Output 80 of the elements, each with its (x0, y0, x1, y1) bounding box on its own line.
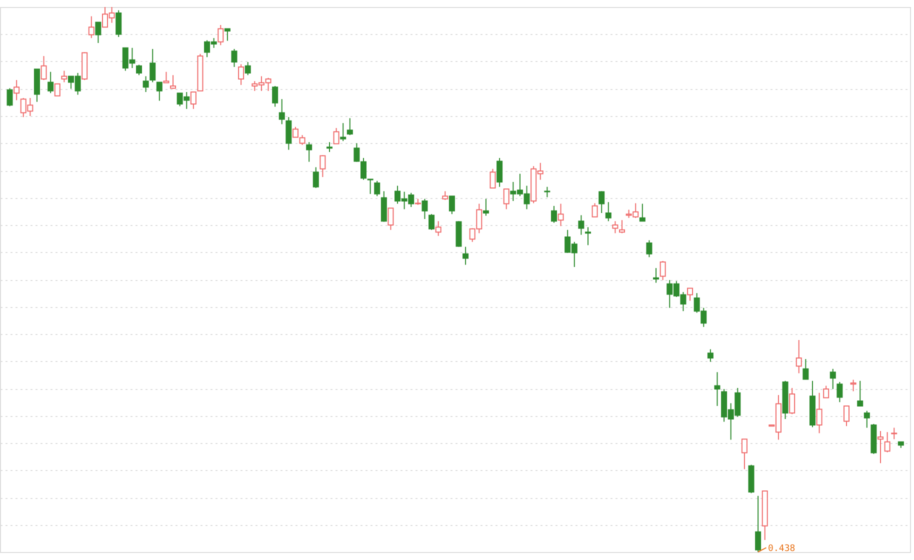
candlestick (6, 88, 13, 107)
candlestick (428, 214, 435, 230)
candlestick (48, 71, 54, 94)
candlestick (333, 127, 340, 144)
candlestick (150, 48, 156, 83)
candlestick (88, 16, 94, 39)
candlestick (843, 405, 850, 427)
candlestick (448, 196, 455, 215)
candlestick (660, 260, 666, 281)
candlestick (218, 24, 224, 46)
candlestick (244, 62, 251, 76)
candlestick (755, 495, 762, 552)
candlestick (422, 198, 428, 220)
candlestick (802, 358, 809, 380)
candlestick (320, 154, 326, 178)
candlestick (367, 178, 374, 194)
candlestick (231, 48, 238, 68)
candlestick (741, 438, 748, 470)
candlestick (306, 142, 312, 162)
candlestick (224, 28, 230, 42)
candlestick (592, 202, 598, 218)
candlestick (891, 427, 898, 440)
candlestick (136, 64, 142, 76)
candlestick (435, 220, 442, 236)
candlestick (503, 188, 510, 210)
candlestick (14, 80, 20, 101)
candlestick (836, 381, 843, 403)
candlestick (156, 82, 162, 102)
candlestick (864, 410, 870, 428)
candlestick (830, 368, 836, 390)
candlestick (558, 203, 564, 227)
candlestick (326, 142, 332, 152)
candlestick (380, 190, 387, 222)
candlestick (612, 220, 618, 234)
candlestick (584, 226, 591, 246)
candlestick (714, 372, 720, 406)
candlestick (857, 380, 864, 406)
candlestick (850, 379, 856, 392)
candlestick (374, 180, 380, 197)
candlestick (95, 22, 102, 44)
candlestick (163, 71, 170, 84)
candlestick (116, 10, 122, 38)
candlestick (816, 392, 822, 434)
candlestick (388, 208, 394, 230)
candlestick (639, 203, 646, 222)
candlestick (360, 157, 367, 180)
candlestick (312, 166, 319, 188)
candlestick (190, 92, 196, 110)
candlestick (544, 186, 550, 198)
candlestick (550, 205, 557, 224)
candlestick (142, 76, 149, 93)
candlestick (286, 116, 292, 150)
candlestick (687, 288, 694, 302)
candlestick (707, 348, 714, 362)
candlestick (354, 142, 360, 162)
candlestick (61, 70, 68, 83)
candlestick (605, 202, 612, 222)
candlestick (482, 198, 489, 216)
candlestick (238, 64, 244, 86)
candlestick (496, 157, 503, 188)
candlestick (578, 214, 584, 236)
candlestick (789, 387, 796, 415)
candlestick (598, 190, 605, 214)
candlestick (272, 86, 278, 108)
candlestick (653, 268, 660, 284)
candlestick (619, 220, 626, 234)
annotation: 0.438 (768, 544, 796, 554)
candlestick (646, 240, 652, 258)
candlestick (170, 74, 176, 90)
candlestick (54, 83, 60, 96)
candlestick (796, 339, 802, 374)
candlestick (278, 98, 285, 125)
candlestick (823, 385, 830, 398)
candlestick (884, 432, 890, 453)
candlestick (346, 118, 353, 136)
candlestick (340, 122, 346, 142)
candlestick (490, 168, 496, 188)
candlestick (40, 56, 47, 81)
candlestick (878, 430, 884, 464)
candlestick (462, 246, 469, 266)
